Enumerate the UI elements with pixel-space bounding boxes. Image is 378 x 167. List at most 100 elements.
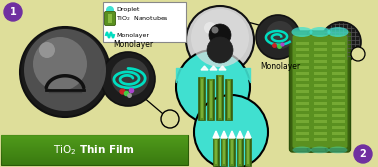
- Bar: [313, 78, 327, 81]
- Bar: [200, 77, 203, 120]
- Bar: [1, 150, 188, 151]
- Bar: [1, 163, 188, 164]
- Bar: [296, 102, 308, 105]
- Circle shape: [256, 15, 300, 59]
- FancyBboxPatch shape: [307, 31, 333, 152]
- FancyBboxPatch shape: [325, 31, 350, 152]
- Bar: [332, 48, 344, 51]
- Bar: [296, 84, 308, 87]
- Bar: [108, 14, 112, 23]
- Bar: [1, 146, 188, 147]
- Circle shape: [186, 6, 254, 74]
- Circle shape: [33, 37, 87, 91]
- Circle shape: [111, 58, 149, 96]
- Bar: [296, 54, 308, 57]
- FancyBboxPatch shape: [104, 12, 116, 26]
- Circle shape: [106, 6, 114, 14]
- Circle shape: [194, 95, 268, 167]
- FancyBboxPatch shape: [290, 31, 314, 152]
- Bar: [200, 79, 203, 118]
- Bar: [332, 108, 344, 111]
- Bar: [1, 151, 188, 152]
- Bar: [332, 72, 344, 75]
- Polygon shape: [219, 66, 226, 70]
- Bar: [296, 138, 308, 141]
- Bar: [313, 48, 327, 51]
- Bar: [296, 126, 308, 129]
- Bar: [296, 48, 308, 51]
- Bar: [296, 72, 308, 75]
- Ellipse shape: [291, 27, 313, 37]
- Bar: [225, 79, 232, 120]
- Bar: [209, 79, 212, 120]
- Circle shape: [212, 27, 218, 34]
- Bar: [332, 96, 344, 99]
- Bar: [1, 147, 188, 148]
- Bar: [332, 66, 344, 69]
- Bar: [296, 120, 308, 123]
- Text: Monolayer: Monolayer: [116, 33, 149, 38]
- Circle shape: [4, 3, 22, 21]
- Bar: [238, 138, 242, 166]
- Bar: [222, 138, 226, 166]
- FancyBboxPatch shape: [328, 35, 347, 148]
- Bar: [332, 126, 344, 129]
- Bar: [1, 155, 188, 156]
- Bar: [313, 120, 327, 123]
- Bar: [313, 84, 327, 87]
- Bar: [1, 152, 188, 153]
- Bar: [296, 42, 308, 45]
- Bar: [313, 126, 327, 129]
- Bar: [1, 141, 188, 142]
- Circle shape: [191, 9, 249, 67]
- Circle shape: [24, 29, 106, 111]
- Polygon shape: [213, 131, 219, 138]
- Text: 2: 2: [359, 149, 366, 159]
- Bar: [215, 140, 217, 164]
- Bar: [296, 114, 308, 117]
- Circle shape: [266, 21, 294, 49]
- Bar: [1, 158, 188, 159]
- Circle shape: [161, 110, 179, 128]
- Bar: [332, 120, 344, 123]
- Text: Monolayer: Monolayer: [260, 62, 300, 71]
- Bar: [216, 75, 223, 120]
- Bar: [332, 114, 344, 117]
- Ellipse shape: [310, 27, 330, 37]
- Bar: [1, 164, 188, 165]
- Bar: [1, 139, 188, 140]
- Bar: [313, 132, 327, 135]
- Text: Droplet: Droplet: [116, 8, 139, 13]
- Bar: [103, 2, 186, 42]
- Bar: [229, 138, 235, 166]
- Bar: [245, 138, 251, 166]
- Bar: [1, 156, 188, 157]
- Circle shape: [20, 27, 110, 117]
- Bar: [1, 148, 188, 149]
- Bar: [296, 90, 308, 93]
- Circle shape: [176, 50, 250, 124]
- Bar: [218, 77, 220, 118]
- Bar: [226, 79, 231, 120]
- Bar: [313, 108, 327, 111]
- Bar: [237, 138, 243, 166]
- Bar: [1, 136, 188, 137]
- Bar: [231, 140, 233, 164]
- Bar: [296, 132, 308, 135]
- Bar: [313, 72, 327, 75]
- Bar: [247, 140, 249, 164]
- Bar: [332, 102, 344, 105]
- Bar: [1, 140, 188, 141]
- Ellipse shape: [327, 27, 349, 37]
- Polygon shape: [210, 66, 217, 70]
- Ellipse shape: [328, 146, 347, 153]
- Bar: [1, 161, 188, 162]
- Bar: [296, 108, 308, 111]
- Polygon shape: [229, 131, 235, 138]
- Bar: [313, 42, 327, 45]
- Bar: [1, 160, 188, 161]
- Polygon shape: [237, 131, 243, 138]
- Bar: [313, 54, 327, 57]
- Bar: [313, 66, 327, 69]
- Bar: [332, 138, 344, 141]
